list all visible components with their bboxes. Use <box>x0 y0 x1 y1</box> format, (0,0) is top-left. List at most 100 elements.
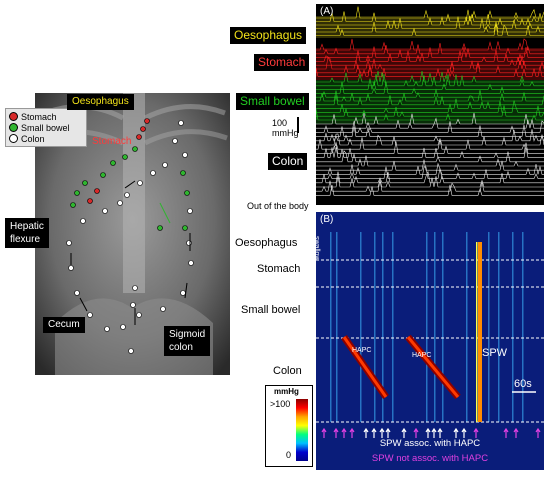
pressure-trace-line <box>316 61 544 74</box>
map-stomach-label: Stomach <box>257 263 301 275</box>
colorbar-min: 0 <box>286 450 292 460</box>
map-small-bowel-label: Small bowel <box>241 304 301 316</box>
pressure-trace-line <box>316 150 544 163</box>
sigmoid-line-1: Sigmoid <box>169 329 206 340</box>
spw-arrow <box>385 427 391 438</box>
spw-arrow <box>379 427 385 438</box>
legend-label: Small bowel <box>21 122 70 133</box>
out-of-body-label: Out of the body <box>247 201 309 211</box>
panel-a-letter: (A) <box>320 6 334 17</box>
pressure-scale-bar <box>297 117 299 133</box>
spw-not-assoc-hapc-label: SPW not assoc. with HAPC <box>371 453 489 464</box>
pressure-trace-line <box>316 88 544 98</box>
spw-arrow <box>349 427 355 438</box>
spw-arrow <box>535 427 541 438</box>
spw-arrow <box>473 427 479 438</box>
sensor-legend: Stomach Small bowel Colon <box>5 108 87 147</box>
pressure-trace-line <box>316 46 544 58</box>
spw-assoc-hapc-label: SPW assoc. with HAPC <box>379 438 481 449</box>
pressure-trace-line <box>316 98 544 109</box>
pressure-heatmap <box>316 232 544 423</box>
stomach-sensors <box>87 118 150 204</box>
legend-dot-colon <box>9 134 18 143</box>
pressure-trace-line <box>316 141 544 154</box>
pressure-stripe <box>374 232 376 422</box>
spw-arrow <box>333 427 339 438</box>
pressure-trace-line <box>316 21 544 33</box>
pressure-trace-line <box>316 180 544 192</box>
pressure-stripe <box>360 232 362 422</box>
pressure-stripe <box>442 232 444 422</box>
spw-arrow <box>461 427 467 438</box>
pressure-stripe <box>498 232 500 422</box>
pressure-trace-line <box>316 9 544 22</box>
spw-arrow <box>363 427 369 438</box>
small-bowel-sensors <box>70 146 190 231</box>
sigmoid-colon-label: Sigmoid colon <box>164 326 211 356</box>
trace-oesophagus-label: Oesophagus <box>230 27 307 44</box>
spw-arrow <box>453 427 459 438</box>
spw-arrow <box>437 427 443 438</box>
trace-colon-label: Colon <box>268 153 308 170</box>
pressure-trace-line <box>316 155 544 167</box>
pressure-trace-line <box>316 120 545 133</box>
xray-oesophagus-label: Oesophagus <box>67 94 134 110</box>
swallow-label: swallow <box>313 236 320 261</box>
pressure-trace-line <box>316 78 544 90</box>
hapc-label-1: HAPC <box>352 347 372 354</box>
pressure-trace-line <box>316 55 544 66</box>
spw-arrow-markers <box>316 426 544 440</box>
hepatic-flexure-label: Hepatic flexure <box>5 218 49 248</box>
pressure-scale: 100 mmHg <box>272 118 299 138</box>
panel-b-letter: (B) <box>320 214 334 225</box>
pressure-trace-line <box>316 166 544 179</box>
trace-stomach-label: Stomach <box>254 54 310 71</box>
pressure-trace-line <box>316 137 544 150</box>
pressure-stripe <box>426 232 428 422</box>
legend-dot-stomach <box>9 112 18 121</box>
pressure-stripe <box>466 232 468 422</box>
pressure-colorbar: mmHg >100 0 <box>265 385 313 467</box>
hepatic-line-2: flexure <box>10 234 41 245</box>
map-oesophagus-label: Oesophagus <box>235 237 298 249</box>
legend-item-stomach: Stomach <box>9 111 83 122</box>
pressure-trace-line <box>316 147 544 158</box>
trace-small-bowel-label: Small bowel <box>236 93 309 110</box>
pressure-stripe <box>392 232 394 422</box>
pressure-stripe <box>522 232 524 422</box>
spw-arrow <box>425 427 431 438</box>
pressure-trace-line <box>316 49 544 63</box>
pressure-trace-line <box>316 159 544 171</box>
pressure-trace-line <box>316 170 544 184</box>
spw-arrow <box>401 427 407 438</box>
pressure-trace-line <box>316 129 545 142</box>
pressure-trace-line <box>316 176 544 188</box>
spw-arrow <box>503 427 509 438</box>
pressure-trace-line <box>316 162 544 175</box>
pressure-trace-line <box>316 73 544 87</box>
pressure-trace-line <box>316 90 544 102</box>
arrow-marker-drawing <box>321 427 541 438</box>
panel-b-spatiotemporal-map: (B) swallow HAPC HAPC SPW 60s SPW assoc.… <box>313 212 544 470</box>
pressure-trace-line <box>316 105 545 117</box>
sigmoid-line-2: colon <box>169 342 193 353</box>
pressure-stripe <box>488 232 490 422</box>
pressure-trace-line <box>316 100 544 113</box>
pressure-trace-line <box>316 133 545 146</box>
pressure-trace-line <box>316 24 544 36</box>
legend-item-small-bowel: Small bowel <box>9 122 83 133</box>
colorbar-gradient <box>296 399 308 461</box>
legend-item-colon: Colon <box>9 133 83 144</box>
legend-label: Stomach <box>21 111 57 122</box>
spw-arrow <box>413 427 419 438</box>
spw-arrow <box>321 427 327 438</box>
colorbar-max: >100 <box>270 399 291 409</box>
pressure-stripe <box>336 232 338 422</box>
pressure-trace-line <box>316 56 545 70</box>
pressure-trace-line <box>316 38 544 51</box>
pressure-trace-line <box>316 95 545 106</box>
pressure-scale-unit: mmHg <box>272 128 299 138</box>
hepatic-line-1: Hepatic <box>10 221 44 232</box>
panel-a-manometry-traces: (A) <box>315 4 545 205</box>
cecum-label: Cecum <box>43 317 85 333</box>
